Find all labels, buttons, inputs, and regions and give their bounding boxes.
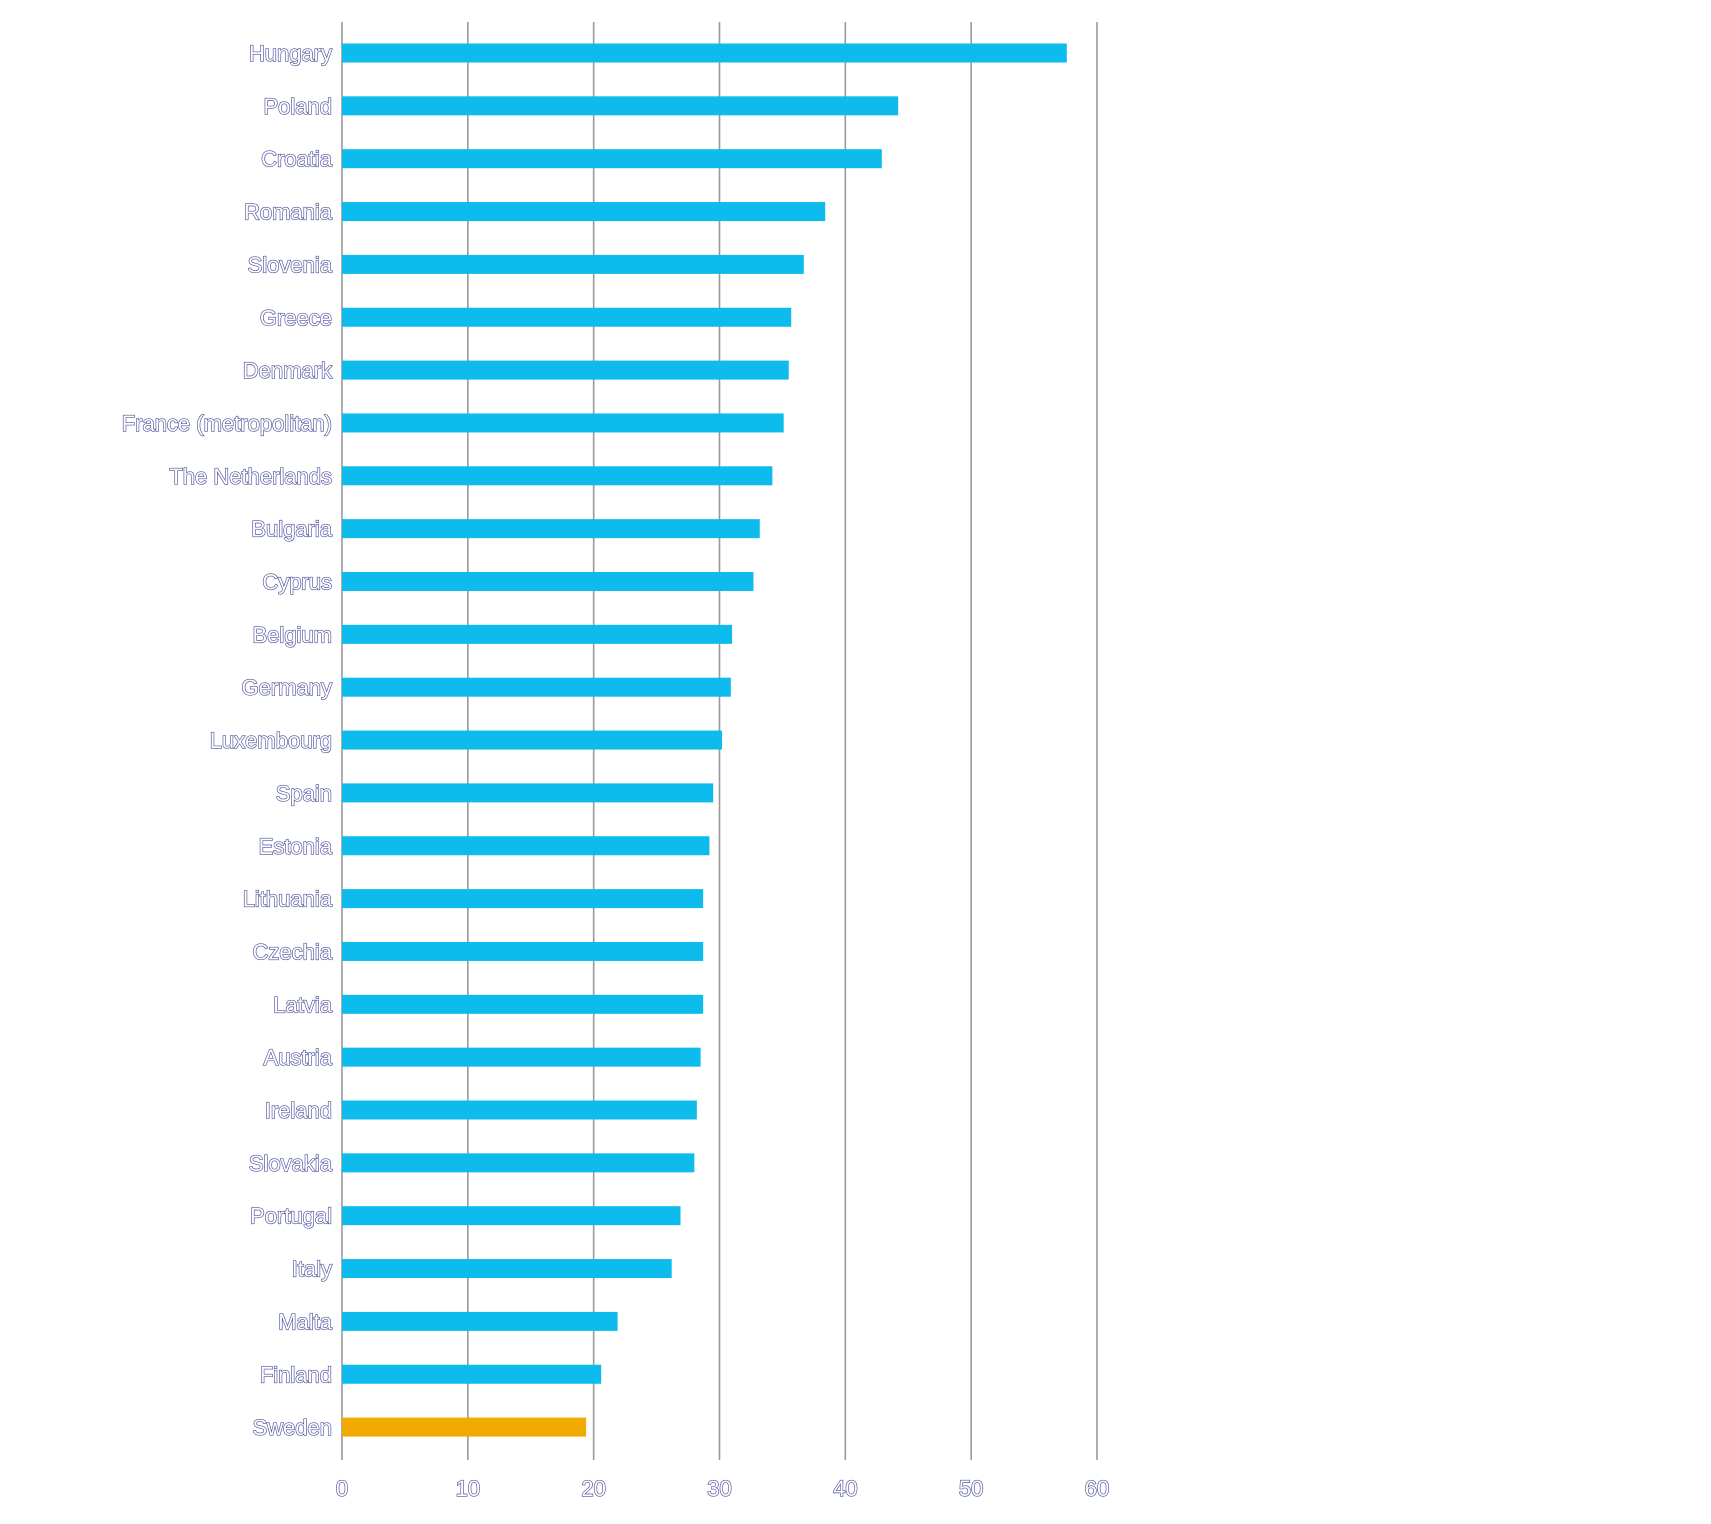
x-tick-label-20: 20 <box>581 1476 605 1501</box>
bar-luxembourg <box>342 730 723 750</box>
bar-cyprus <box>342 572 754 591</box>
category-label-estonia: Estonia <box>259 834 333 859</box>
category-label-lithuania: Lithuania <box>243 887 333 912</box>
category-label-bulgaria: Bulgaria <box>251 517 332 542</box>
category-label-ireland: Ireland <box>265 1098 332 1123</box>
bar-portugal <box>342 1206 681 1226</box>
bar-finland <box>342 1364 602 1384</box>
category-label-romania: Romania <box>244 200 333 225</box>
category-label-croatia: Croatia <box>261 147 333 172</box>
category-label-cyprus: Cyprus <box>262 570 332 595</box>
category-label-spain: Spain <box>276 781 332 806</box>
category-label-malta: Malta <box>278 1309 333 1334</box>
x-tick-label-40: 40 <box>833 1476 857 1501</box>
category-label-latvia: Latvia <box>273 992 332 1017</box>
category-label-sweden: Sweden <box>252 1415 332 1440</box>
category-label-the-netherlands: The Netherlands <box>169 464 332 489</box>
bar-bulgaria <box>342 519 760 539</box>
x-tick-labels: 0 10 20 30 40 50 60 <box>335 1475 1110 1501</box>
bars <box>342 43 1067 1437</box>
category-label-italy: Italy <box>292 1257 332 1282</box>
x-tick-label-10: 10 <box>456 1476 480 1501</box>
bar-latvia <box>342 994 704 1014</box>
category-label-belgium: Belgium <box>253 622 332 647</box>
bar-lithuania <box>342 889 704 909</box>
bar-italy <box>342 1259 672 1279</box>
bar-estonia <box>342 836 710 856</box>
category-label-czechia: Czechia <box>253 939 333 964</box>
bar-ireland <box>342 1100 697 1120</box>
bar-france-metropolitan <box>342 413 784 433</box>
bar-croatia <box>342 149 882 169</box>
category-label-austria: Austria <box>264 1045 333 1070</box>
bar-slovenia <box>342 254 804 274</box>
bar-slovakia <box>342 1153 695 1173</box>
category-label-germany: Germany <box>242 675 332 700</box>
bar-germany <box>342 677 731 697</box>
bar-romania <box>342 202 826 222</box>
category-label-slovenia: Slovenia <box>248 252 333 277</box>
bar-belgium <box>342 624 733 644</box>
category-label-greece: Greece <box>260 305 332 330</box>
category-label-portugal: Portugal <box>250 1204 332 1229</box>
x-tick-label-0: 0 <box>336 1476 348 1501</box>
category-label-slovakia: Slovakia <box>249 1151 333 1176</box>
bar-denmark <box>342 360 789 380</box>
category-label-finland: Finland <box>260 1362 332 1387</box>
bar-austria <box>342 1047 701 1067</box>
x-tick-label-60: 60 <box>1085 1476 1109 1501</box>
bar-poland <box>342 96 899 116</box>
category-label-poland: Poland <box>263 94 332 119</box>
bar-sweden <box>342 1417 587 1437</box>
x-tick-label-50: 50 <box>959 1476 983 1501</box>
bar-hungary <box>342 43 1067 63</box>
bar-spain <box>342 783 714 803</box>
category-label-denmark: Denmark <box>243 358 333 383</box>
bar-greece <box>342 307 792 327</box>
bar-czechia <box>342 941 704 961</box>
category-label-france-metropolitan: France (metropolitan) <box>122 411 332 436</box>
bar-the-netherlands <box>342 466 773 486</box>
x-tick-label-30: 30 <box>707 1476 731 1501</box>
category-label-luxembourg: Luxembourg <box>210 728 332 753</box>
bar-malta <box>342 1311 618 1331</box>
category-labels: Hungary Poland Croatia Romania Slovenia Greec… <box>121 40 334 1440</box>
category-label-hungary: Hungary <box>249 41 332 66</box>
